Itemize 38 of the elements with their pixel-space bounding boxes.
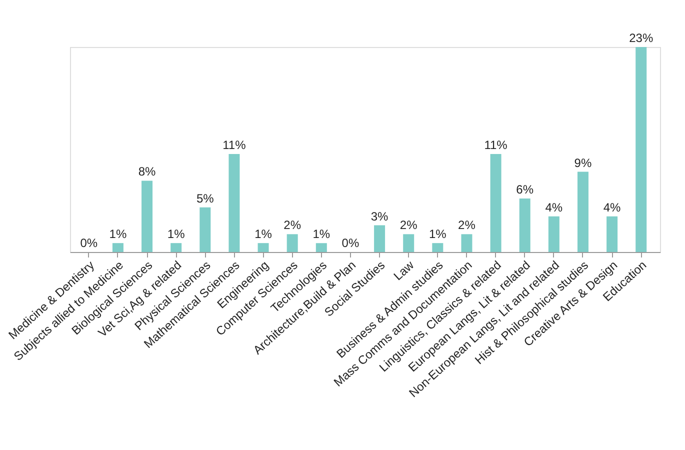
data-label: 23% (629, 31, 654, 45)
data-label: 0% (80, 236, 98, 250)
data-label: 2% (458, 218, 476, 232)
bar (577, 172, 588, 252)
bar (170, 243, 182, 252)
data-label: 11% (484, 138, 508, 152)
data-label: 9% (574, 156, 592, 170)
data-label: 1% (428, 227, 447, 242)
data-label: 3% (370, 209, 389, 224)
bar (432, 243, 444, 252)
bar (258, 243, 269, 252)
bar (374, 225, 386, 252)
bar (606, 216, 618, 252)
data-label: 1% (167, 227, 186, 242)
bar (142, 180, 153, 252)
data-label: 0% (342, 236, 360, 250)
data-label: 11% (222, 138, 246, 152)
bar (461, 234, 472, 252)
data-label: 8% (138, 164, 156, 179)
data-label: 1% (312, 227, 330, 242)
data-label: 4% (545, 200, 563, 214)
bar (548, 216, 560, 252)
bar (200, 207, 211, 252)
data-label: 2% (284, 218, 302, 232)
bar (403, 234, 414, 252)
data-label: 2% (400, 218, 418, 232)
bar (636, 47, 647, 252)
data-label: 6% (516, 182, 534, 197)
data-label: 5% (196, 191, 214, 206)
bar (228, 154, 240, 252)
data-label: 4% (603, 200, 622, 214)
data-label: 1% (254, 227, 272, 242)
bar (490, 154, 502, 252)
bar (316, 243, 327, 252)
bar (112, 243, 124, 252)
data-label: 1% (109, 227, 127, 242)
bar (286, 234, 298, 252)
bar (519, 198, 530, 252)
